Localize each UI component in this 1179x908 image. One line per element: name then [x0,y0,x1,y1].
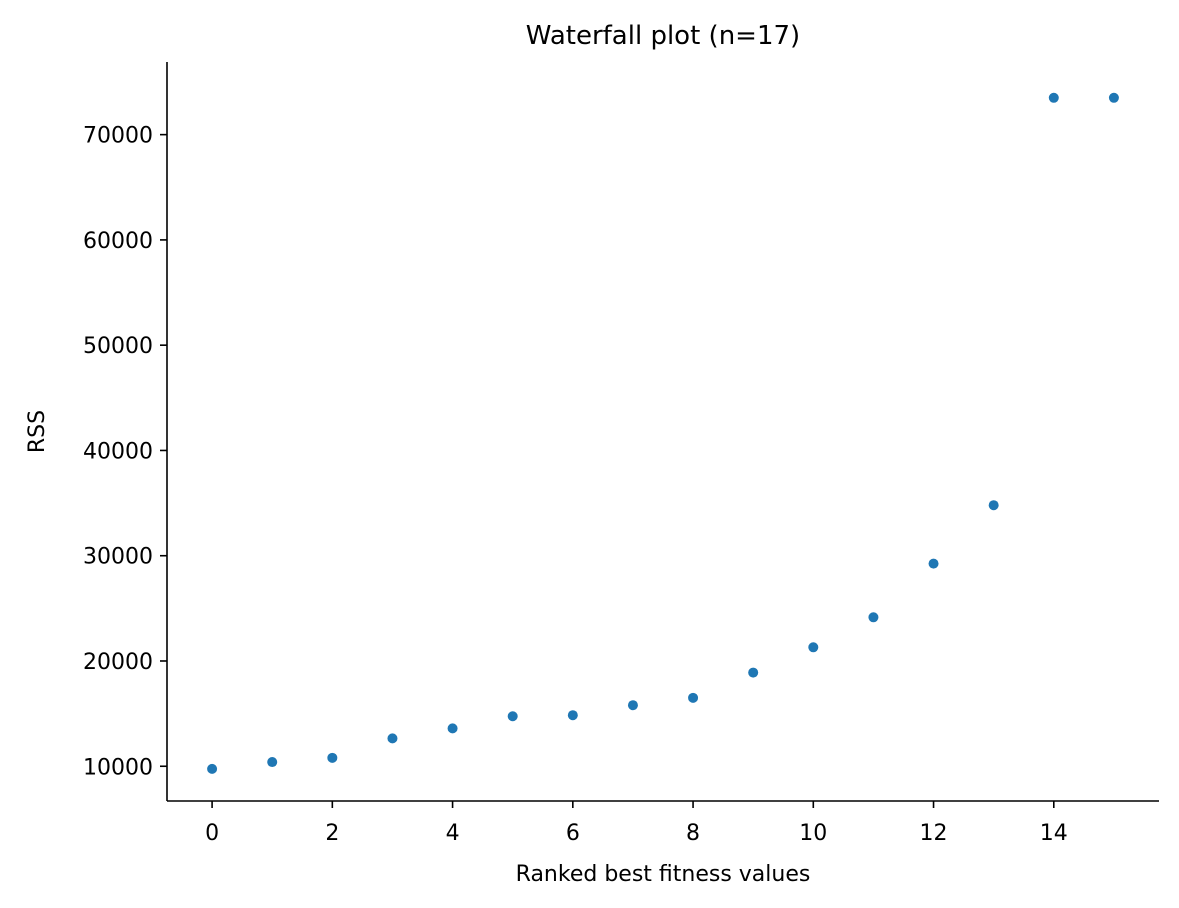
data-point [267,757,278,768]
data-point [928,558,939,569]
data-point [387,733,398,744]
data-point [988,500,999,511]
data-point [627,700,638,711]
y-tick-label: 50000 [83,334,153,359]
data-point [207,763,218,774]
y-tick-label: 10000 [83,755,153,780]
x-tick-label: 12 [920,821,948,846]
data-points [207,92,1119,774]
data-point [748,667,759,678]
x-tick-label: 4 [446,821,460,846]
y-tick-label: 20000 [83,650,153,675]
x-tick-label: 6 [566,821,580,846]
y-tick-label: 30000 [83,545,153,570]
x-tick-label: 10 [799,821,827,846]
data-point [808,642,819,653]
data-point [688,692,699,703]
chart-title: Waterfall plot (n=17) [526,21,800,51]
x-tick-label: 0 [205,821,219,846]
y-tick-label: 60000 [83,229,153,254]
y-tick-label: 70000 [83,124,153,149]
data-point [327,752,338,763]
y-axis-ticks: 10000 20000 30000 40000 50000 60000 70000 [83,124,167,780]
data-point [447,723,458,734]
x-tick-label: 8 [686,821,700,846]
x-tick-label: 2 [325,821,339,846]
data-point [1108,92,1119,103]
x-tick-label: 14 [1040,821,1068,846]
x-axis-ticks: 0 2 4 6 8 10 12 14 [205,801,1068,846]
data-point [1048,92,1059,103]
x-axis-title: Ranked best fitness values [516,862,811,887]
data-point [868,612,879,623]
y-tick-label: 40000 [83,439,153,464]
data-point [567,710,578,721]
y-axis-title: RSS [25,410,50,453]
data-point [507,711,518,722]
